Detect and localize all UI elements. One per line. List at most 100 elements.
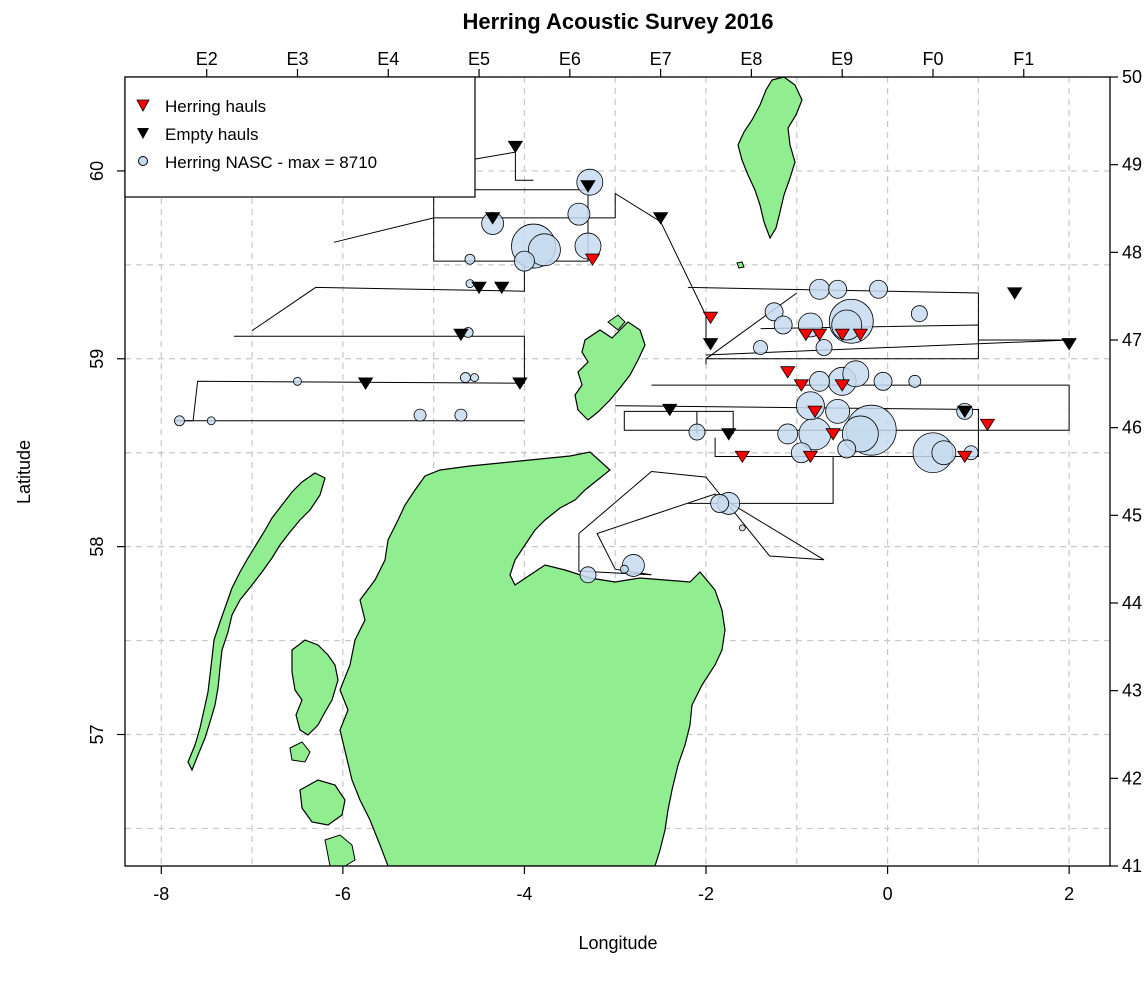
- transect-line: [705, 339, 1070, 356]
- nasc-circle: [764, 302, 784, 322]
- land-islay-jura: [324, 834, 356, 866]
- land-orkney-north: [607, 314, 626, 331]
- y-tick-label: 60: [87, 161, 107, 181]
- empty-haul-marker: [957, 405, 973, 419]
- haul-markers: [357, 140, 1077, 464]
- nasc-circle: [809, 278, 830, 300]
- ices-rect-top-label: E5: [468, 49, 490, 69]
- nasc-circle: [174, 415, 185, 427]
- ices-rect-top-label: E2: [196, 49, 218, 69]
- transect-line: [460, 151, 534, 181]
- ices-rect-right-label: 48: [1122, 242, 1142, 262]
- legend-empty-hauls: Empty hauls: [165, 125, 259, 144]
- nasc-circle: [873, 371, 893, 391]
- ices-rect-right-label: 41: [1122, 856, 1142, 876]
- empty-haul-marker: [357, 377, 374, 390]
- coastline-land: [187, 77, 803, 866]
- nasc-circle: [579, 566, 597, 584]
- legend-box: [124, 76, 476, 198]
- nasc-circle: [738, 524, 746, 532]
- nasc-circle: [460, 372, 471, 383]
- herring-haul-marker: [798, 328, 814, 342]
- transect-line: [687, 456, 970, 504]
- ices-rect-right-axis: 41 42 43 44 45 46 47 48 49 50: [1110, 67, 1142, 876]
- herring-haul-marker: [834, 328, 850, 342]
- ices-rect-right-label: 47: [1122, 330, 1142, 350]
- herring-haul-marker: [734, 450, 751, 464]
- ices-rect-top-label: E7: [650, 49, 672, 69]
- land-skye: [291, 639, 339, 736]
- y-tick-label: 58: [87, 537, 107, 557]
- plot-area: [125, 77, 1110, 866]
- nasc-circle: [206, 416, 216, 426]
- nasc-circle: [710, 494, 730, 513]
- empty-haul-marker: [1061, 338, 1077, 351]
- nasc-circle: [908, 374, 922, 388]
- empty-haul-marker: [702, 338, 719, 351]
- empty-haul-marker: [580, 180, 596, 193]
- ices-rect-top-axis: E2 E3 E4 E5 E6 E7 E8 E9 F0 F1: [196, 49, 1034, 77]
- x-tick-label: -4: [516, 884, 532, 904]
- empty-haul-marker: [484, 212, 501, 225]
- transect-line: [333, 192, 707, 340]
- ices-rect-top-label: E9: [831, 49, 853, 69]
- herring-haul-marker: [793, 379, 810, 392]
- nasc-circle: [815, 339, 833, 356]
- ices-rect-right-label: 46: [1122, 418, 1142, 438]
- legend-nasc-marker: [138, 156, 148, 166]
- x-tick-label: -6: [335, 884, 351, 904]
- x-tick-label: 0: [883, 884, 893, 904]
- herring-haul-marker: [807, 405, 823, 419]
- ices-rect-right-label: 50: [1122, 67, 1142, 87]
- legend: Herring hauls Empty hauls Herring NASC -…: [124, 76, 476, 198]
- nasc-circle: [619, 564, 629, 574]
- transect-line: [705, 292, 798, 360]
- nasc-circle: [567, 202, 591, 226]
- empty-haul-marker: [661, 403, 678, 417]
- empty-haul-marker: [453, 328, 469, 342]
- empty-haul-marker: [720, 428, 737, 441]
- nasc-circle: [931, 440, 957, 466]
- x-tick-label: -2: [698, 884, 714, 904]
- x-tick-label: -8: [153, 884, 169, 904]
- land-rum-eigg: [289, 741, 311, 763]
- herring-haul-marker: [957, 450, 973, 464]
- y-tick-label: 59: [87, 349, 107, 369]
- nasc-circle: [825, 398, 851, 424]
- legend-herring-nasc: Herring NASC - max = 8710: [165, 153, 377, 172]
- nasc-circle: [773, 315, 793, 335]
- ices-rect-top-label: E8: [740, 49, 762, 69]
- legend-empty-haul-marker: [137, 128, 149, 139]
- land-orkney: [574, 321, 646, 421]
- empty-haul-marker: [1006, 287, 1023, 300]
- chart-title: Herring Acoustic Survey 2016: [463, 9, 774, 34]
- plot-frame: [124, 76, 1111, 867]
- nasc-circle: [470, 373, 479, 382]
- nasc-circle: [528, 233, 561, 267]
- nasc-circle: [514, 250, 535, 272]
- herring-haul-marker: [852, 328, 869, 342]
- herring-haul-marker: [584, 253, 601, 266]
- nasc-circle: [869, 279, 888, 299]
- land-mainland: [339, 451, 726, 866]
- ices-rect-top-label: E6: [559, 49, 581, 69]
- nasc-circle: [809, 370, 830, 392]
- nasc-circle: [910, 305, 928, 323]
- nasc-circle: [454, 408, 468, 422]
- herring-haul-marker: [825, 428, 841, 441]
- nasc-circle: [464, 253, 476, 265]
- empty-haul-marker: [652, 212, 669, 225]
- empty-haul-marker: [494, 281, 510, 295]
- ices-rect-right-label: 42: [1122, 768, 1142, 788]
- ices-rect-right-label: 49: [1122, 155, 1142, 175]
- nasc-circle: [828, 279, 848, 299]
- transect-line: [705, 324, 979, 365]
- empty-haul-marker: [471, 281, 487, 295]
- nasc-circle: [688, 423, 706, 441]
- nasc-circle: [413, 408, 427, 422]
- ices-rect-right-label: 44: [1122, 593, 1142, 613]
- nasc-circle: [753, 340, 768, 355]
- herring-haul-marker: [802, 450, 819, 464]
- x-axis: -8 -6 -4 -2 0 2: [153, 866, 1074, 904]
